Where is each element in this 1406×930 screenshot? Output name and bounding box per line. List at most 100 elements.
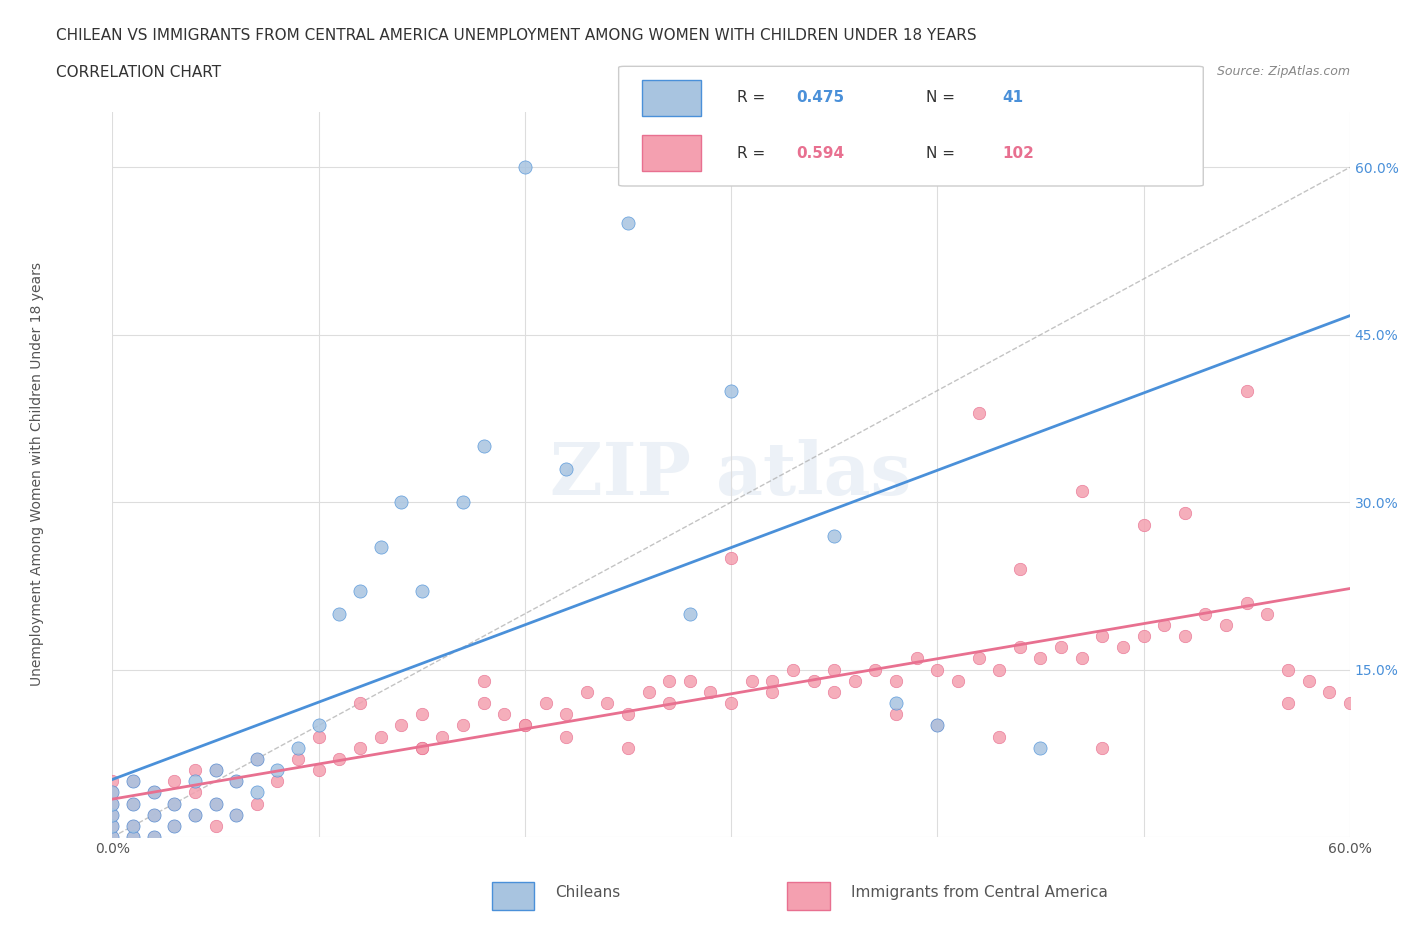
Point: [575, 684, 598, 699]
Point: [884, 696, 907, 711]
Point: [1277, 696, 1299, 711]
Point: [658, 696, 681, 711]
Point: [720, 383, 742, 398]
Point: [1091, 629, 1114, 644]
Point: [122, 796, 145, 811]
Point: [679, 606, 702, 621]
Point: [596, 696, 619, 711]
Point: [142, 785, 165, 800]
Point: [101, 807, 124, 822]
Point: [184, 785, 207, 800]
Point: [101, 785, 124, 800]
Point: [163, 796, 186, 811]
Point: [1277, 662, 1299, 677]
Point: [741, 673, 763, 688]
Point: [927, 718, 949, 733]
Point: [905, 651, 928, 666]
Point: [927, 718, 949, 733]
Point: [555, 707, 578, 722]
Point: [122, 818, 145, 833]
Point: [246, 785, 269, 800]
Point: [1298, 673, 1320, 688]
Text: ZIP atlas: ZIP atlas: [551, 439, 911, 510]
Point: [761, 673, 783, 688]
Point: [1112, 640, 1135, 655]
Point: [370, 729, 392, 744]
Point: [513, 160, 536, 175]
Point: [472, 696, 495, 711]
Point: [122, 818, 145, 833]
Text: 41: 41: [1002, 90, 1024, 105]
Point: [142, 830, 165, 844]
Point: [163, 818, 186, 833]
Point: [1236, 383, 1258, 398]
Point: [1091, 740, 1114, 755]
Point: [122, 830, 145, 844]
Point: [246, 751, 269, 766]
Point: [266, 774, 288, 789]
Point: [142, 807, 165, 822]
Point: [884, 673, 907, 688]
Point: [472, 673, 495, 688]
Point: [101, 796, 124, 811]
Point: [101, 807, 124, 822]
Point: [555, 729, 578, 744]
Point: [163, 818, 186, 833]
Text: Source: ZipAtlas.com: Source: ZipAtlas.com: [1216, 65, 1350, 78]
Point: [411, 740, 433, 755]
Point: [204, 763, 226, 777]
Point: [101, 818, 124, 833]
Point: [287, 740, 309, 755]
Point: [1008, 640, 1031, 655]
Point: [658, 673, 681, 688]
Point: [246, 751, 269, 766]
Point: [1153, 618, 1175, 632]
Y-axis label: Unemployment Among Women with Children Under 18 years: Unemployment Among Women with Children U…: [31, 262, 45, 686]
Point: [967, 651, 990, 666]
Point: [823, 684, 845, 699]
Point: [308, 729, 330, 744]
Point: [555, 461, 578, 476]
Point: [472, 439, 495, 454]
Text: CHILEAN VS IMMIGRANTS FROM CENTRAL AMERICA UNEMPLOYMENT AMONG WOMEN WITH CHILDRE: CHILEAN VS IMMIGRANTS FROM CENTRAL AMERI…: [56, 28, 977, 43]
Point: [308, 718, 330, 733]
Point: [1256, 606, 1278, 621]
Point: [204, 818, 226, 833]
Point: [184, 774, 207, 789]
Point: [844, 673, 866, 688]
Point: [513, 718, 536, 733]
Point: [1317, 684, 1340, 699]
Point: [122, 796, 145, 811]
Text: CORRELATION CHART: CORRELATION CHART: [56, 65, 221, 80]
Point: [101, 774, 124, 789]
Text: 102: 102: [1002, 146, 1035, 161]
Point: [1029, 651, 1052, 666]
Point: [679, 673, 702, 688]
Point: [204, 763, 226, 777]
Point: [225, 807, 247, 822]
Point: [1174, 506, 1197, 521]
Point: [266, 763, 288, 777]
Point: [349, 696, 371, 711]
Point: [617, 707, 640, 722]
Point: [411, 740, 433, 755]
Point: [1070, 651, 1092, 666]
Point: [184, 763, 207, 777]
Point: [204, 796, 226, 811]
Text: N =: N =: [925, 146, 959, 161]
Text: R =: R =: [737, 90, 770, 105]
Point: [184, 807, 207, 822]
Point: [1132, 517, 1154, 532]
Point: [927, 662, 949, 677]
Point: [101, 830, 124, 844]
Point: [637, 684, 659, 699]
Point: [101, 785, 124, 800]
Point: [389, 495, 412, 510]
Point: [513, 718, 536, 733]
Bar: [787, 882, 830, 910]
FancyBboxPatch shape: [619, 66, 1204, 186]
Point: [803, 673, 825, 688]
Text: Chileans: Chileans: [555, 885, 620, 900]
Point: [184, 807, 207, 822]
Point: [411, 584, 433, 599]
